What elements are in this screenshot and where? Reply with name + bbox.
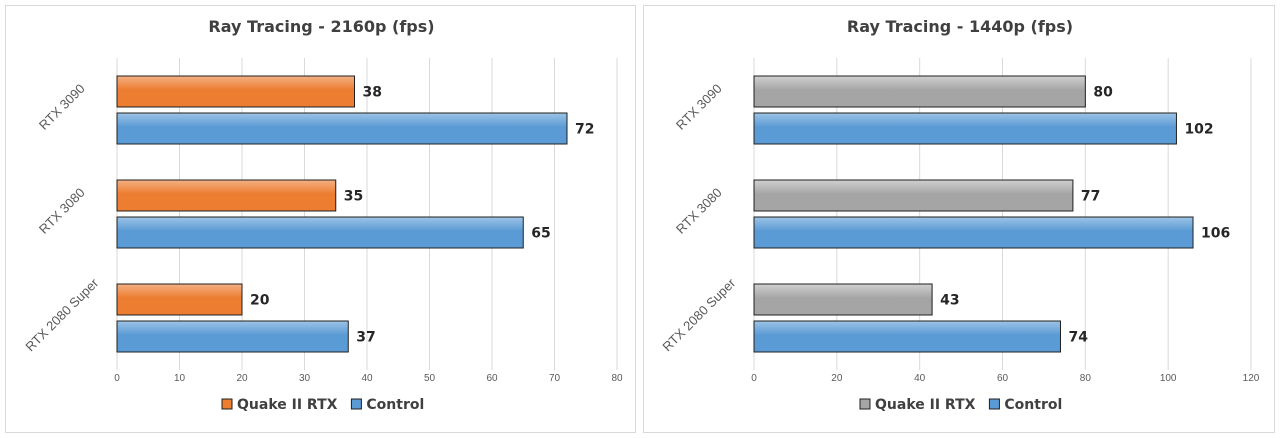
chart-2160p: Ray Tracing - 2160p (fps) 0 10 20 30 40 50 60 70… bbox=[22, 17, 623, 413]
bar-control-rtx-2080-super bbox=[753, 320, 1061, 353]
data-label-quake-ii-rtx-rtx-3090: 80 bbox=[1093, 85, 1113, 101]
x-tick-label: 80 bbox=[1080, 373, 1092, 384]
bar-control-rtx-3080 bbox=[753, 216, 1194, 249]
x-tick-label: 70 bbox=[549, 373, 561, 384]
chart-panel-2160p: Ray Tracing - 2160p (fps) 0 10 20 30 40 50 60 70… bbox=[5, 5, 636, 433]
data-label-quake-ii-rtx-rtx-3080: 77 bbox=[1081, 189, 1100, 205]
chart-panel-1440p: Ray Tracing - 1440p (fps) 0 20 40 60 80 100 120… bbox=[643, 5, 1275, 433]
bar-control-rtx-3080 bbox=[116, 216, 524, 249]
bar-quake-ii-rtx-rtx-3080 bbox=[116, 179, 337, 212]
x-tick-label: 100 bbox=[1160, 373, 1177, 384]
data-label-quake-ii-rtx-rtx-3090: 38 bbox=[363, 85, 382, 101]
category-label-rtx-3090: RTX 3090 bbox=[36, 81, 88, 133]
bar-quake-ii-rtx-rtx-3080 bbox=[753, 179, 1074, 212]
x-tick-label: 80 bbox=[611, 373, 623, 384]
category-label-rtx-2080-super: RTX 2080 Super bbox=[22, 275, 101, 354]
category-label-rtx-3080: RTX 3080 bbox=[673, 185, 725, 237]
data-label-quake-ii-rtx-rtx-2080-super: 20 bbox=[250, 293, 270, 309]
data-label-control-rtx-3080: 65 bbox=[531, 226, 550, 242]
legend-swatch-control bbox=[350, 398, 362, 410]
legend-label-control: Control bbox=[1004, 397, 1062, 413]
x-tick-label: 60 bbox=[486, 373, 498, 384]
legend-label-control: Control bbox=[366, 397, 424, 413]
x-tick-label: 40 bbox=[914, 373, 926, 384]
legend-label-quake-ii-rtx: Quake II RTX bbox=[875, 397, 976, 413]
x-tick-label: 20 bbox=[236, 373, 248, 384]
category-label-rtx-3080: RTX 3080 bbox=[36, 185, 88, 237]
legend-label-quake-ii-rtx: Quake II RTX bbox=[237, 397, 338, 413]
category-label-rtx-3090: RTX 3090 bbox=[673, 81, 725, 133]
x-tick-label: 30 bbox=[299, 373, 311, 384]
chart-1440p: Ray Tracing - 1440p (fps) 0 20 40 60 80 100 120… bbox=[659, 17, 1260, 413]
data-label-control-rtx-2080-super: 74 bbox=[1068, 330, 1088, 346]
data-label-control-rtx-3090: 72 bbox=[575, 122, 594, 138]
x-tick-label: 60 bbox=[997, 373, 1009, 384]
bar-control-rtx-2080-super bbox=[116, 320, 349, 353]
data-label-control-rtx-3090: 102 bbox=[1184, 122, 1213, 138]
x-tick-label: 40 bbox=[361, 373, 373, 384]
chart-title: Ray Tracing - 2160p (fps) bbox=[208, 17, 434, 36]
x-tick-label: 10 bbox=[174, 373, 186, 384]
data-label-control-rtx-3080: 106 bbox=[1201, 226, 1230, 242]
data-label-control-rtx-2080-super: 37 bbox=[356, 330, 375, 346]
chart-title: Ray Tracing - 1440p (fps) bbox=[847, 17, 1073, 36]
x-tick-label: 0 bbox=[751, 373, 757, 384]
category-label-rtx-2080-super: RTX 2080 Super bbox=[659, 275, 738, 354]
legend-swatch-control bbox=[988, 398, 1000, 410]
bar-control-rtx-3090 bbox=[753, 112, 1177, 145]
legend-swatch-quake-ii-rtx bbox=[859, 398, 871, 410]
data-label-quake-ii-rtx-rtx-2080-super: 43 bbox=[940, 293, 959, 309]
bar-control-rtx-3090 bbox=[116, 112, 568, 145]
bar-quake-ii-rtx-rtx-2080-super bbox=[753, 283, 933, 316]
x-tick-label: 50 bbox=[424, 373, 436, 384]
x-tick-label: 0 bbox=[114, 373, 120, 384]
x-tick-label: 20 bbox=[831, 373, 843, 384]
bar-quake-ii-rtx-rtx-3090 bbox=[116, 75, 355, 108]
legend-swatch-quake-ii-rtx bbox=[221, 398, 233, 410]
data-label-quake-ii-rtx-rtx-3080: 35 bbox=[344, 189, 363, 205]
bar-quake-ii-rtx-rtx-3090 bbox=[753, 75, 1086, 108]
bar-quake-ii-rtx-rtx-2080-super bbox=[116, 283, 243, 316]
x-tick-label: 120 bbox=[1243, 373, 1260, 384]
